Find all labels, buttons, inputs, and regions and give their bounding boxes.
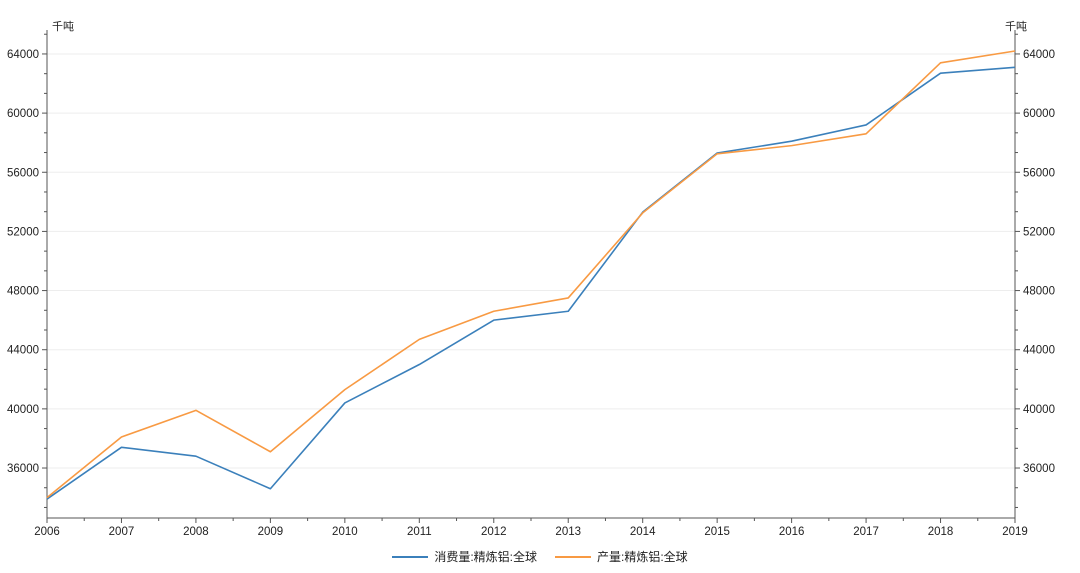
left-axis-unit-label: 千吨 bbox=[52, 21, 74, 33]
y-axis-label-left: 44000 bbox=[7, 345, 39, 357]
x-axis-label: 2011 bbox=[407, 526, 432, 538]
x-axis-label: 2012 bbox=[481, 526, 507, 538]
x-axis-label: 2013 bbox=[555, 526, 581, 538]
x-axis-label: 2014 bbox=[630, 526, 656, 538]
legend-item-production[interactable]: 产量:精炼铝:全球 bbox=[555, 548, 688, 565]
y-axis-label-left: 40000 bbox=[7, 404, 39, 416]
x-axis-label: 2015 bbox=[704, 526, 730, 538]
production-line-swatch bbox=[555, 555, 591, 558]
production-line[interactable] bbox=[46, 50, 1016, 499]
y-axis-label-right: 40000 bbox=[1023, 404, 1055, 416]
x-axis-label: 2016 bbox=[779, 526, 805, 538]
y-axis-label-right: 64000 bbox=[1023, 49, 1055, 61]
x-axis-label: 2006 bbox=[34, 526, 60, 538]
x-axis-label: 2017 bbox=[853, 526, 879, 538]
right-axis-unit-label: 千吨 bbox=[1005, 21, 1027, 33]
y-axis-label-left: 48000 bbox=[7, 286, 39, 298]
y-axis-label-right: 60000 bbox=[1023, 108, 1055, 120]
y-axis-label-right: 52000 bbox=[1023, 226, 1055, 238]
y-axis-label-left: 36000 bbox=[7, 463, 39, 475]
x-axis-label: 2008 bbox=[183, 526, 209, 538]
consumption-line-swatch bbox=[392, 555, 429, 558]
x-axis-label: 2010 bbox=[332, 526, 358, 538]
plot-area: 36000 36000 40000 40000 44000 44000 48000 48000… bbox=[7, 30, 1055, 538]
x-axis-label: 2009 bbox=[258, 526, 284, 538]
consumption-line[interactable] bbox=[46, 66, 1016, 500]
legend: 消费量:精炼铝:全球 产量:精炼铝:全球 bbox=[0, 548, 1080, 565]
production-legend-label: 产量:精炼铝:全球 bbox=[597, 550, 688, 564]
y-axis-label-left: 52000 bbox=[7, 226, 39, 238]
y-axis-label-right: 44000 bbox=[1023, 345, 1055, 357]
legend-item-consumption[interactable]: 消费量:精炼铝:全球 bbox=[392, 548, 537, 565]
y-axis-label-left: 60000 bbox=[7, 108, 39, 120]
x-axis-label: 2007 bbox=[109, 526, 135, 538]
x-axis-label: 2018 bbox=[928, 526, 954, 538]
y-axis-label-right: 36000 bbox=[1023, 463, 1055, 475]
consumption-legend-label: 消费量:精炼铝:全球 bbox=[434, 550, 537, 564]
y-axis-label-left: 56000 bbox=[7, 167, 39, 179]
y-axis-label-right: 56000 bbox=[1023, 167, 1055, 179]
y-axis-label-right: 48000 bbox=[1023, 286, 1055, 298]
y-axis-label-left: 64000 bbox=[7, 49, 39, 61]
x-axis-label: 2019 bbox=[1002, 526, 1028, 538]
